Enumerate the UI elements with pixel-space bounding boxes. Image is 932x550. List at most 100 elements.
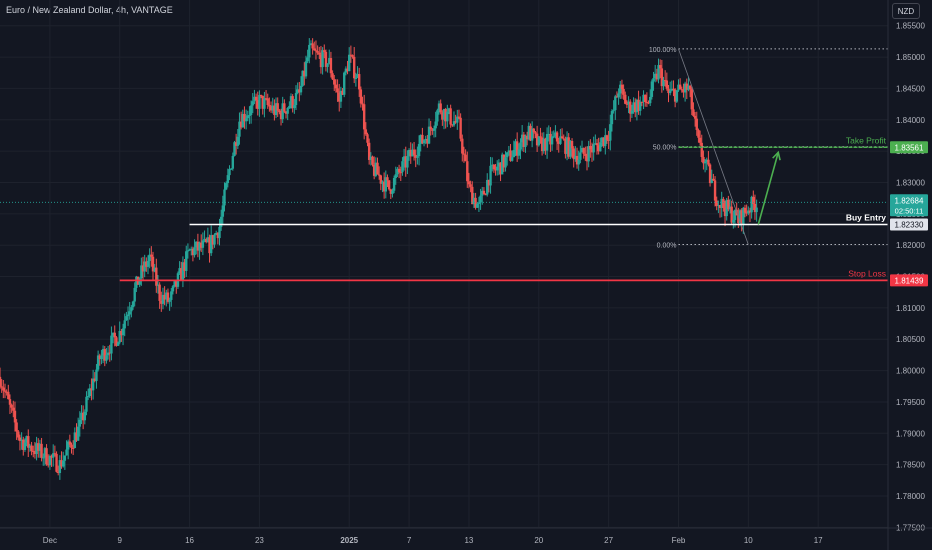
candle-body	[384, 177, 387, 192]
candle-body	[685, 83, 688, 90]
candle-body	[406, 155, 409, 168]
candle-body	[236, 136, 239, 146]
price-tick-label: 1.85000	[896, 53, 925, 62]
candle-body	[479, 195, 482, 203]
candle-body	[331, 73, 334, 80]
candle-body	[642, 94, 645, 102]
candle-body	[218, 226, 221, 239]
candle-body	[113, 332, 116, 338]
candle-body	[705, 159, 708, 162]
price-axis[interactable]: 1.855001.850001.845001.840001.835001.830…	[887, 0, 928, 550]
candle-body	[379, 175, 383, 184]
candle-body	[198, 242, 201, 251]
candle-body	[464, 154, 467, 162]
candle-body	[755, 207, 758, 213]
time-axis[interactable]: Dec 9 16 23 2025 7 13 20 27 Feb 10 17	[0, 527, 932, 545]
candle-body	[442, 109, 446, 120]
currency-selector[interactable]: NZD	[892, 3, 920, 19]
candle-body	[592, 144, 595, 153]
candle-body	[306, 57, 309, 62]
candle-body	[590, 149, 594, 153]
candle-body	[123, 320, 126, 329]
candle-body	[707, 159, 710, 165]
candle-body	[392, 178, 396, 191]
candle-body	[344, 68, 348, 73]
candle-body	[732, 219, 735, 223]
candle-body	[509, 150, 512, 161]
candle-body	[126, 314, 130, 317]
candle-body	[520, 134, 524, 143]
candle-body	[585, 155, 589, 162]
candle-body	[723, 208, 727, 217]
candle-body	[639, 101, 642, 111]
candle-body	[339, 90, 343, 102]
take-profit-label: Take Profit	[846, 135, 887, 145]
candle-body	[376, 162, 379, 175]
candle-body	[271, 105, 274, 111]
candle-body	[361, 103, 364, 105]
candle-body	[213, 234, 216, 245]
candle-body	[366, 134, 369, 143]
candle-body	[752, 196, 755, 204]
candle-body	[343, 72, 346, 95]
fib-trend-line	[678, 48, 749, 245]
price-tick-label: 1.80000	[896, 367, 925, 376]
candle-body	[447, 108, 451, 112]
candle-body	[595, 143, 599, 146]
candle-body	[203, 239, 206, 241]
candle-body	[555, 132, 559, 142]
candle-body	[399, 172, 402, 174]
candle-body	[645, 102, 649, 104]
candle-body	[191, 248, 195, 256]
candle-body	[23, 442, 27, 450]
candle-body	[683, 83, 687, 93]
candle-body	[559, 136, 562, 144]
candle-body	[424, 138, 427, 141]
candle-body	[717, 204, 720, 206]
candle-body	[48, 455, 52, 466]
candle-body	[301, 70, 304, 86]
candle-body	[264, 98, 268, 100]
candle-body	[688, 85, 692, 90]
candle-body	[276, 103, 279, 111]
candle-body	[660, 68, 664, 87]
candle-body	[278, 110, 281, 113]
candle-body	[254, 96, 258, 101]
candle-body	[286, 107, 289, 114]
candle-body	[336, 88, 339, 93]
candle-body	[449, 108, 452, 125]
candle-body	[2, 387, 5, 391]
candle-body	[422, 140, 426, 144]
candle-body	[52, 453, 55, 458]
candle-body	[259, 95, 263, 97]
candle-body	[180, 268, 183, 280]
candle-body	[678, 84, 682, 90]
candle-body	[78, 419, 82, 427]
candle-body	[145, 261, 148, 267]
price-tick-label: 1.84000	[896, 116, 925, 125]
candle-body	[692, 109, 695, 116]
candle-body	[219, 216, 223, 227]
candle-body	[63, 455, 67, 461]
candle-body	[303, 70, 306, 77]
candle-body	[369, 156, 373, 160]
candle-body	[649, 96, 652, 104]
candle-body	[554, 132, 557, 137]
candle-body	[229, 168, 233, 170]
candle-body	[98, 355, 101, 360]
time-tick-label: Dec	[43, 536, 57, 545]
candle-body	[584, 153, 587, 156]
candle-body	[391, 190, 394, 194]
candle-body	[45, 448, 48, 465]
candle-body	[565, 137, 569, 154]
candle-body	[298, 89, 301, 93]
candle-body	[600, 137, 604, 143]
candle-body	[209, 235, 213, 254]
candle-body	[412, 149, 416, 155]
candle-body	[173, 281, 176, 287]
candle-body	[602, 137, 605, 147]
candle-body	[637, 99, 640, 111]
candle-body	[491, 164, 494, 166]
candle-body	[268, 105, 271, 107]
